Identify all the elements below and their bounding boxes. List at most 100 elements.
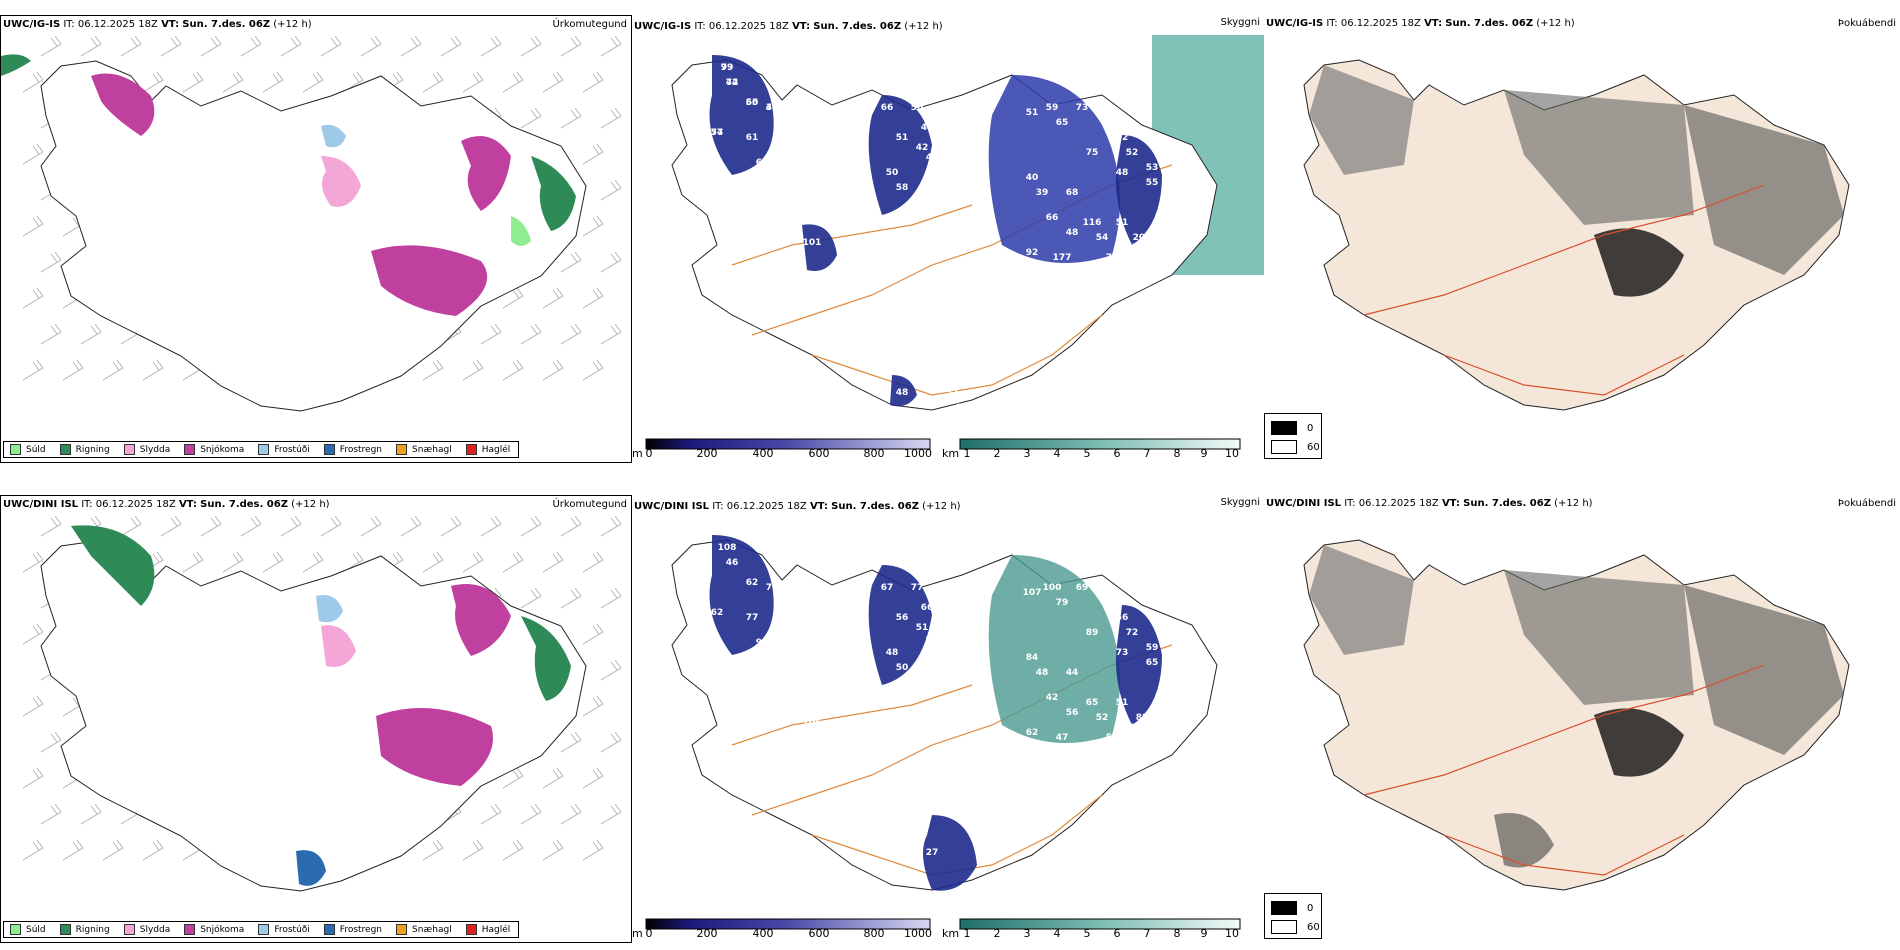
lead-time: (+12 h): [904, 21, 943, 32]
colorbar-tick: 2: [993, 927, 1001, 940]
legend-item: Frostregn: [323, 924, 382, 935]
wind-barb: [600, 323, 622, 345]
visibility-value-label: 74: [1106, 253, 1119, 263]
legend-label: Haglél: [481, 444, 511, 455]
visibility-value-label: 107: [1023, 588, 1042, 598]
visibility-value-label: 64: [926, 673, 939, 683]
road-lines: [1363, 184, 1765, 396]
visibility-value-label: 89: [1086, 628, 1099, 638]
vt-label: VT:: [1441, 498, 1460, 509]
wind-barb: [582, 551, 604, 573]
wind-barb: [320, 515, 342, 537]
legend-swatch: [59, 444, 71, 455]
visibility-value-label: 27: [926, 848, 939, 858]
visibility-value-label: 59: [1046, 103, 1059, 113]
fog-legend-label: 0: [1307, 902, 1314, 914]
visibility-value-label: 27: [896, 868, 909, 878]
legend-swatch: [323, 444, 335, 455]
visibility-value-label: 106: [803, 718, 822, 728]
low-visibility-areas: [709, 55, 1162, 407]
wind-barb: [40, 803, 62, 825]
wind-barb: [40, 515, 62, 537]
legend-label: Frostúði: [274, 924, 310, 935]
it-value: 06.12.2025 18Z: [708, 21, 789, 32]
wind-barb: [160, 35, 182, 57]
colorbar-tick: 3: [1023, 447, 1031, 460]
freezing-drizzle-area: [316, 595, 343, 623]
visibility-value-label: 79: [1056, 598, 1069, 608]
lead-time: (+12 h): [273, 19, 312, 30]
vt-label: VT:: [161, 19, 180, 30]
fog-legend-low: 60: [1271, 920, 1320, 934]
legend-swatch: [465, 444, 477, 455]
visibility-value-label: 62: [696, 88, 709, 98]
wind-barb: [200, 515, 222, 537]
wind-barb: [502, 839, 524, 861]
colorbar-tick: 600: [808, 447, 830, 460]
colorbar-tick: 400: [752, 447, 774, 460]
snow-area: [461, 136, 511, 211]
visibility-value-label: 65: [1086, 698, 1099, 708]
visibility-value-label: 42: [1086, 278, 1099, 288]
wind-barb: [502, 359, 524, 381]
visibility-value-label: 66: [1046, 213, 1059, 223]
terrain-shading: [1309, 545, 1844, 868]
wind-barb: [400, 515, 422, 537]
visibility-value-label: 72: [1126, 628, 1139, 638]
legend-swatch: [184, 444, 196, 455]
wind-barb: [62, 839, 84, 861]
wind-barb: [160, 515, 182, 537]
colorbar-tick: 4: [1053, 927, 1061, 940]
it-value: 06.12.2025 18Z: [1358, 498, 1439, 509]
wind-barb: [520, 35, 542, 57]
it-label: IT:: [1344, 498, 1356, 509]
wind-barb: [422, 71, 444, 93]
visibility-value-label: 51: [896, 133, 909, 143]
visibility-value-label: 48: [1116, 168, 1129, 178]
road-lines: [1363, 664, 1765, 876]
wind-barb: [520, 803, 542, 825]
visibility-value-label: 92: [1026, 248, 1039, 258]
visibility-value-label: 39: [1036, 188, 1049, 198]
wind-barb: [560, 107, 582, 129]
visibility-value-label: 61: [746, 133, 759, 143]
sleet-area: [321, 156, 361, 207]
precip-type-panel-top: UWC/IG-IS IT: 06.12.2025 18Z VT: Sun. 7.…: [0, 15, 632, 463]
wind-barb: [200, 35, 222, 57]
legend-label: Snjókoma: [200, 444, 245, 455]
visibility-value-label: 51: [1116, 698, 1129, 708]
colorbar-tick: 200: [696, 447, 718, 460]
legend-label: Rigning: [75, 924, 110, 935]
visibility-value-label: 50: [886, 168, 899, 178]
visibility-value-label: 56: [1066, 708, 1079, 718]
wind-barb: [480, 35, 502, 57]
wind-barb: [560, 251, 582, 273]
colorbar-tick: 200: [696, 927, 718, 940]
visibility-value-label: 81: [956, 403, 969, 413]
visibility-value-label: 53: [1146, 163, 1159, 173]
legend-item: Súld: [10, 924, 46, 935]
legend-swatch: [258, 924, 270, 935]
panel-title: Þokuábendi: [1837, 498, 1896, 509]
legend-swatch: [59, 924, 71, 935]
visibility-value-label: 44: [726, 78, 739, 88]
wind-barb: [22, 551, 44, 573]
model-name: UWC/IG-IS: [1266, 18, 1324, 29]
vt-label: VT:: [1424, 18, 1443, 29]
wind-barb: [280, 35, 302, 57]
wind-barb: [502, 71, 524, 93]
visibility-value-label: 52: [946, 388, 959, 398]
it-value: 06.12.2025 18Z: [1340, 18, 1421, 29]
fog-legend-label: 0: [1307, 422, 1314, 434]
wind-barb: [462, 359, 484, 381]
visibility-value-label: 84: [1026, 653, 1039, 663]
visibility-value-label: 42: [1046, 693, 1059, 703]
legend-label: Súld: [26, 444, 46, 455]
legend-label: Snjókoma: [200, 924, 245, 935]
colorbar-km: km 1 2 3 4 5 6 7 8 9 10: [942, 915, 1242, 943]
wind-barb: [240, 515, 262, 537]
visibility-value-label: 58: [896, 183, 909, 193]
visibility-value-label: 99: [721, 63, 734, 73]
legend-swatch: [396, 444, 408, 455]
colorbar-tick: 4: [1053, 447, 1061, 460]
